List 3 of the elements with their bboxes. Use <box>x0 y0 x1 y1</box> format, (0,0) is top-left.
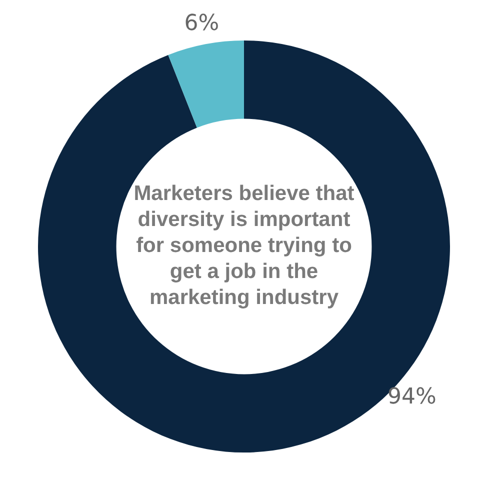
text: Marketers believe that diversity is important for someone trying to get a job in the marketing industry <box>132 181 356 311</box>
data-label: 6% <box>184 11 220 36</box>
data-label: 94% <box>388 384 436 410</box>
